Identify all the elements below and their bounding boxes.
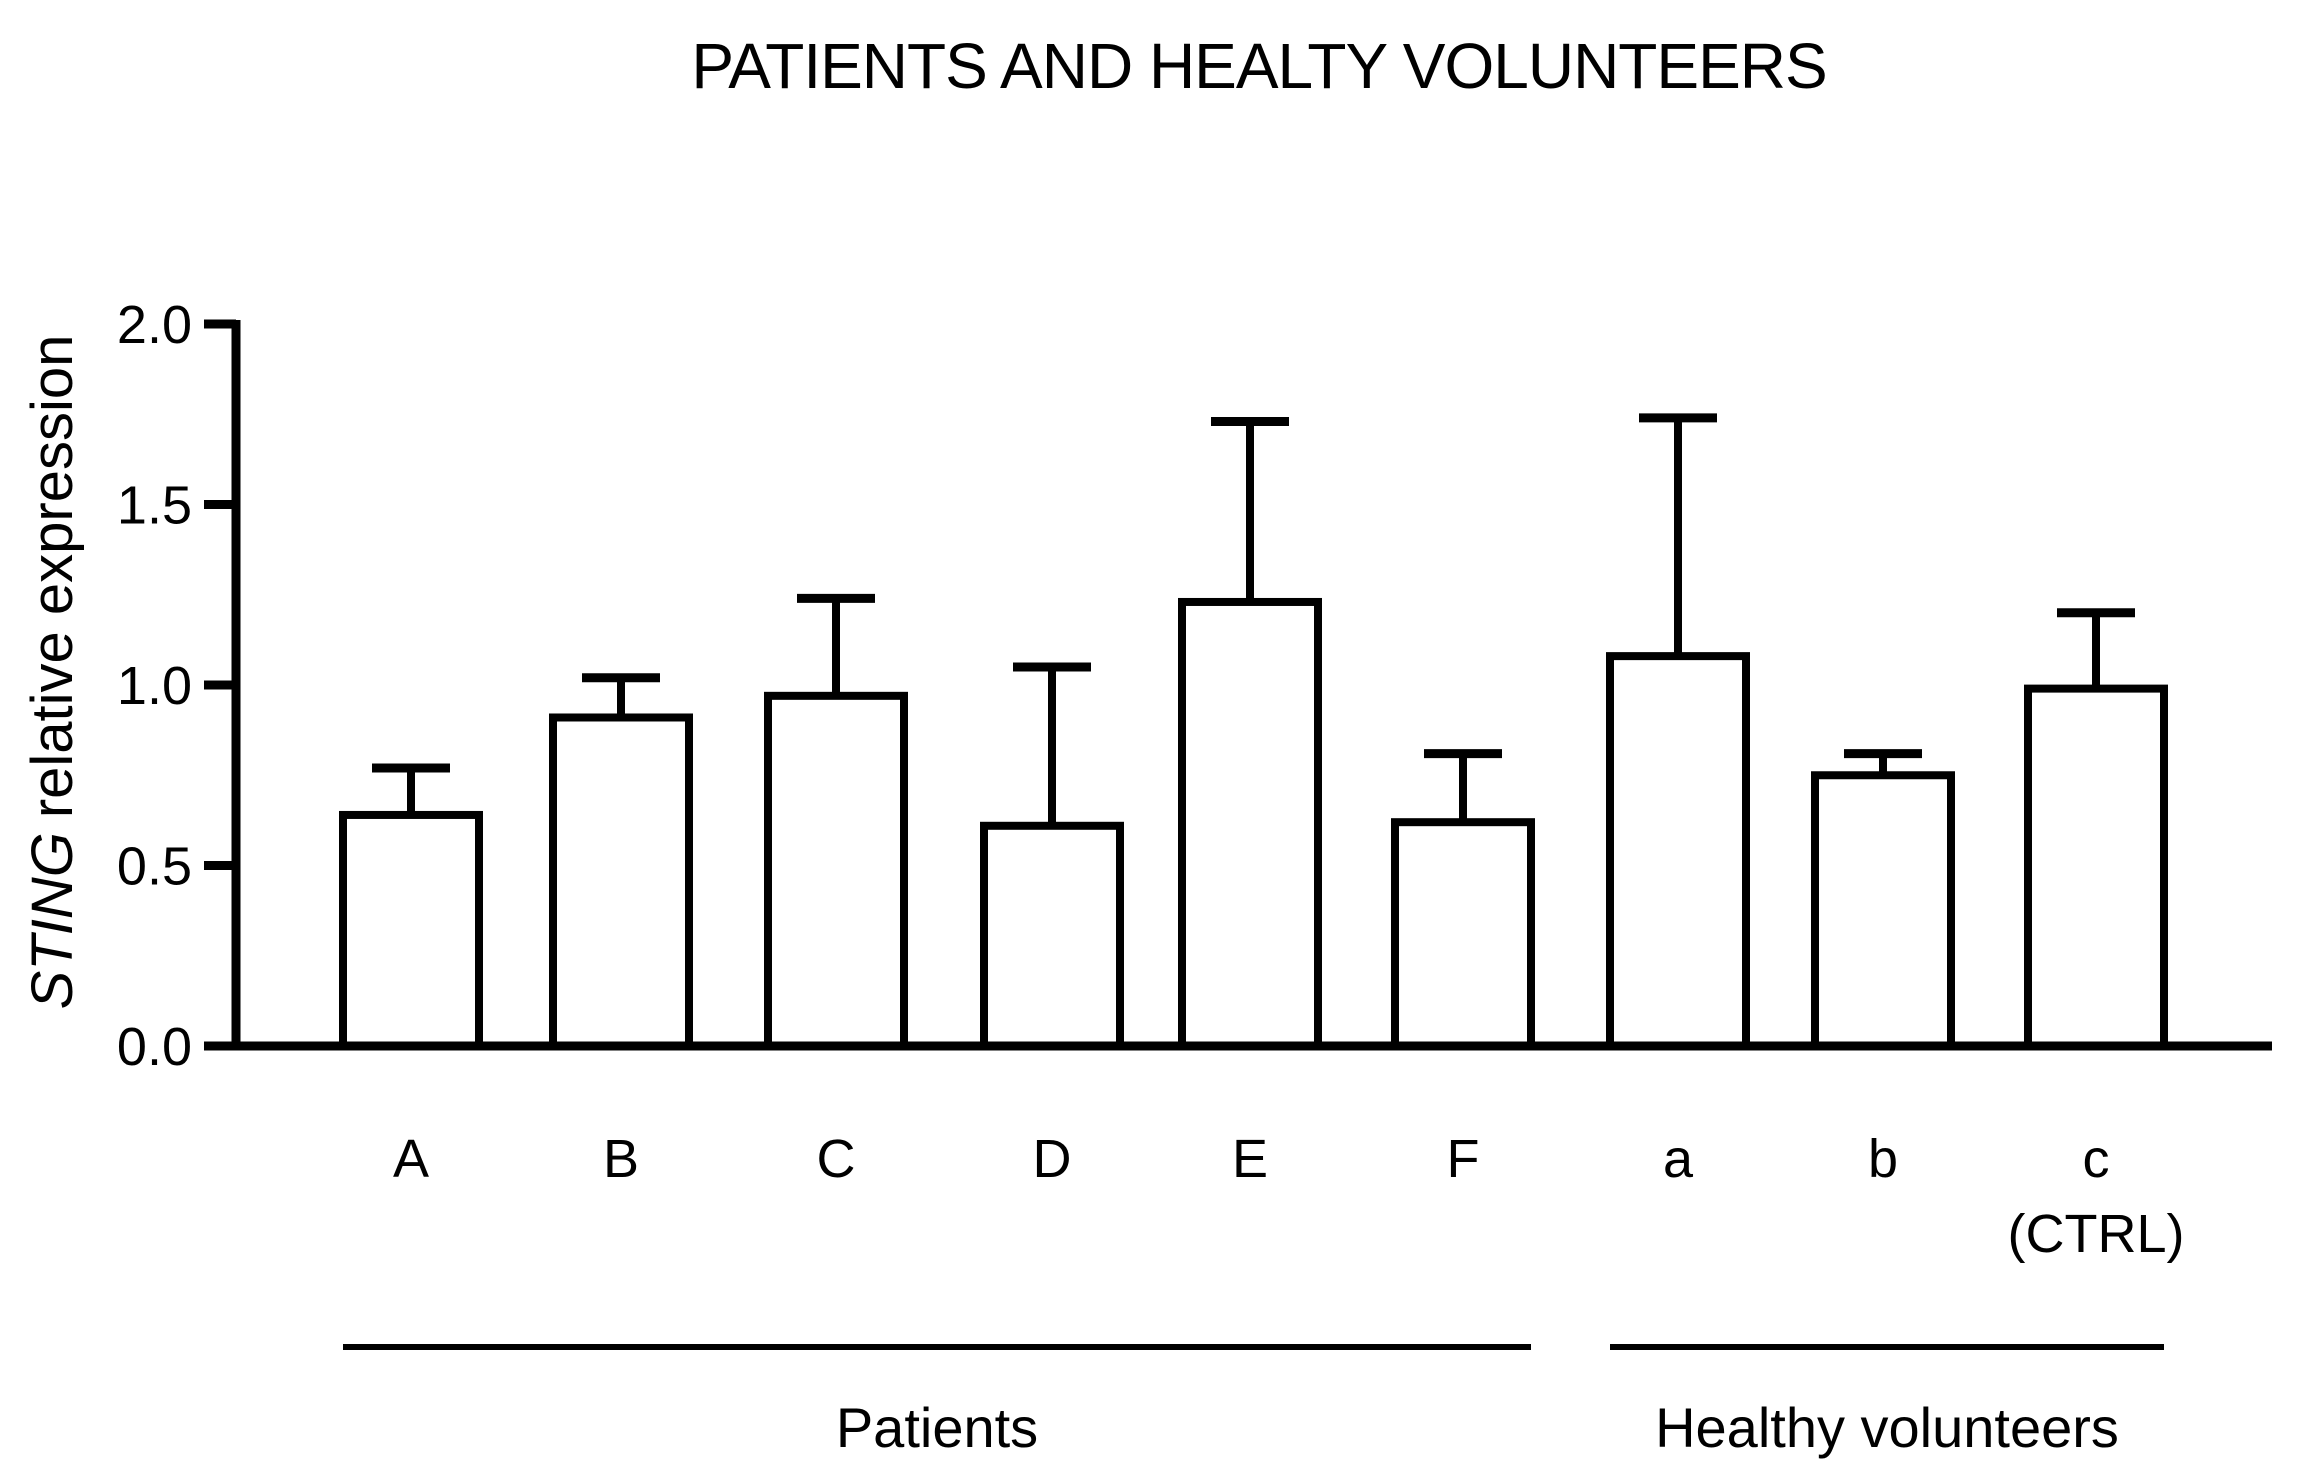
category-label-E: E [1232, 1129, 1268, 1189]
bar-a [1606, 652, 1750, 1050]
y-axis-title-regular-part: relative expression [20, 335, 85, 819]
y-tick-label: 1.5 [117, 476, 192, 536]
y-axis-title-italic-part: STING [20, 832, 85, 1009]
group-label: Patients [836, 1396, 1038, 1459]
category-label-D: D [1033, 1129, 1072, 1189]
category-label-b: b [1868, 1129, 1898, 1189]
bar-c [2024, 684, 2168, 1050]
bar-A [339, 810, 483, 1051]
group-annotations: Patients Healthy volunteers [343, 1344, 2164, 1459]
category-sublabel-c: (CTRL) [2008, 1204, 2185, 1264]
bar-F [1391, 818, 1535, 1050]
y-axis-title: STING relative expression [20, 335, 85, 1010]
chart-title: PATIENTS AND HEALTY VOLUNTEERS [691, 30, 1826, 102]
bar-C [764, 691, 908, 1051]
category-label-c: c [2083, 1129, 2110, 1189]
category-label-C: C [817, 1129, 856, 1189]
bar-E [1178, 597, 1322, 1050]
category-label-A: A [393, 1129, 429, 1189]
bar-B [549, 713, 693, 1050]
y-tick-label: 0.5 [117, 837, 192, 897]
bar-D [980, 821, 1124, 1050]
y-tick-label: 1.0 [117, 656, 192, 716]
category-label-a: a [1663, 1129, 1694, 1189]
y-tick-label: 0.0 [117, 1017, 192, 1077]
category-label-F: F [1447, 1129, 1480, 1189]
bar-b [1811, 771, 1955, 1050]
group-label: Healthy volunteers [1655, 1396, 2119, 1459]
y-tick-label: 2.0 [117, 295, 192, 355]
category-label-B: B [603, 1129, 639, 1189]
